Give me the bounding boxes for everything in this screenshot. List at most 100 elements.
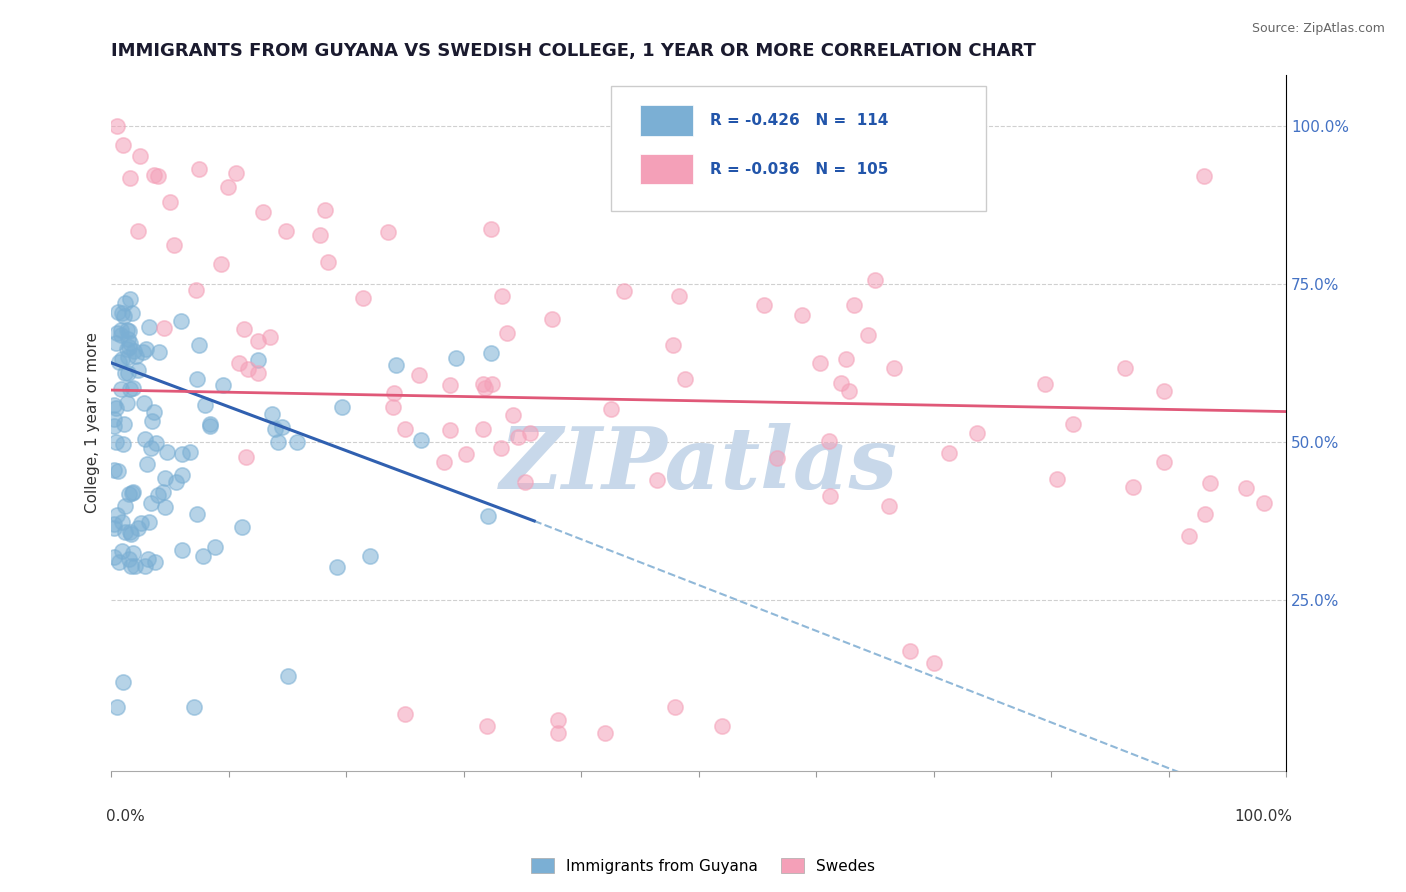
Point	[118, 487, 141, 501]
Point	[129, 149, 152, 163]
Point	[188, 338, 211, 352]
Point	[115, 323, 138, 337]
Point	[155, 471, 177, 485]
Text: ZIPatlas: ZIPatlas	[499, 423, 898, 507]
Point	[143, 555, 166, 569]
Point	[118, 552, 141, 566]
Point	[183, 700, 205, 714]
Point	[541, 311, 564, 326]
FancyBboxPatch shape	[610, 86, 987, 211]
Point	[194, 398, 217, 412]
Point	[766, 451, 789, 466]
Legend: Immigrants from Guyana, Swedes: Immigrants from Guyana, Swedes	[524, 852, 882, 880]
Point	[103, 550, 125, 565]
Point	[111, 351, 134, 366]
Point	[262, 408, 284, 422]
Point	[645, 473, 668, 487]
Point	[135, 457, 157, 471]
Point	[132, 344, 155, 359]
Point	[408, 368, 430, 383]
Point	[252, 205, 274, 219]
Point	[135, 342, 157, 356]
Point	[186, 507, 208, 521]
Point	[842, 298, 865, 312]
Point	[138, 516, 160, 530]
Point	[508, 430, 530, 444]
Point	[125, 349, 148, 363]
Point	[502, 409, 524, 423]
Point	[112, 675, 135, 690]
Point	[1062, 417, 1084, 432]
Text: 100.0%: 100.0%	[1234, 809, 1292, 824]
Point	[838, 384, 860, 398]
Point	[118, 336, 141, 351]
Point	[444, 351, 467, 365]
Point	[118, 170, 141, 185]
Point	[115, 342, 138, 356]
Point	[359, 549, 381, 563]
Point	[132, 396, 155, 410]
Text: 0.0%: 0.0%	[105, 809, 145, 824]
Point	[246, 334, 269, 349]
Point	[120, 382, 142, 396]
Point	[129, 516, 152, 530]
Point	[661, 338, 683, 352]
Point	[103, 463, 125, 477]
Point	[146, 487, 169, 501]
Point	[263, 422, 285, 436]
Point	[613, 284, 636, 298]
Point	[491, 288, 513, 302]
Point	[105, 326, 128, 340]
Point	[314, 203, 336, 218]
Point	[139, 442, 162, 456]
Point	[111, 305, 134, 319]
Point	[228, 356, 250, 370]
Point	[274, 224, 297, 238]
Point	[966, 425, 988, 440]
Point	[188, 162, 211, 177]
Point	[104, 401, 127, 415]
Point	[309, 228, 332, 243]
Point	[259, 330, 281, 344]
Point	[103, 419, 125, 434]
Point	[382, 385, 405, 400]
Point	[108, 555, 131, 569]
Point	[136, 551, 159, 566]
Point	[711, 719, 734, 733]
Point	[1114, 361, 1136, 376]
Point	[439, 423, 461, 437]
Point	[481, 377, 503, 392]
Point	[231, 519, 253, 533]
Point	[491, 441, 513, 455]
Point	[1192, 169, 1215, 184]
Point	[209, 257, 232, 271]
Point	[377, 225, 399, 239]
Point	[474, 381, 496, 395]
Point	[105, 700, 128, 714]
Point	[103, 516, 125, 531]
Point	[112, 137, 135, 152]
Point	[1199, 476, 1222, 491]
Point	[122, 343, 145, 358]
Point	[115, 395, 138, 409]
Point	[330, 400, 353, 414]
Point	[1194, 507, 1216, 521]
Point	[114, 367, 136, 381]
Point	[163, 238, 186, 252]
Point	[472, 376, 495, 391]
Point	[381, 400, 404, 414]
Point	[152, 484, 174, 499]
Point	[863, 273, 886, 287]
Point	[118, 292, 141, 306]
Point	[1153, 455, 1175, 469]
Point	[104, 335, 127, 350]
Point	[108, 354, 131, 368]
Point	[409, 433, 432, 447]
Point	[664, 700, 686, 714]
Text: Source: ZipAtlas.com: Source: ZipAtlas.com	[1251, 22, 1385, 36]
Point	[153, 500, 176, 515]
Point	[141, 414, 163, 428]
Point	[134, 559, 156, 574]
Point	[111, 436, 134, 450]
Point	[856, 328, 879, 343]
